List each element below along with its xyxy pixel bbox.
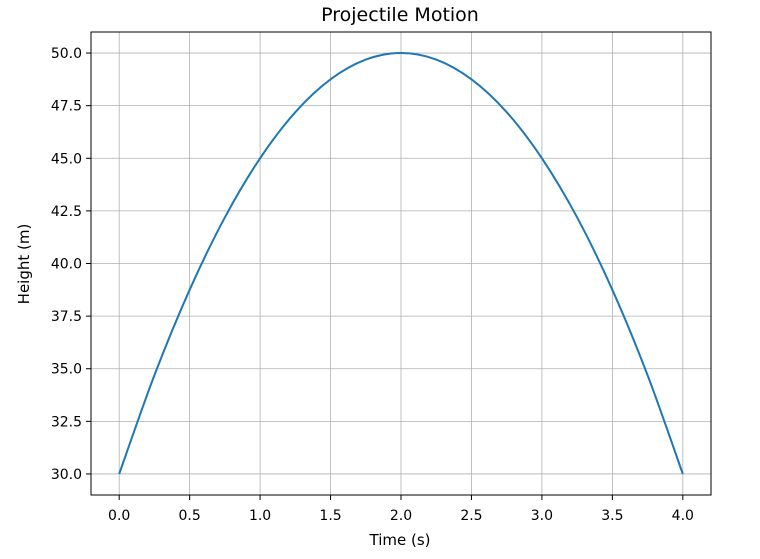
x-axis-ticks: 0.0 0.5 1.0 1.5 2.0 2.5 3.0 3.5 4.0 <box>108 495 694 524</box>
x-tick-label: 2.5 <box>460 508 482 524</box>
series-line-0 <box>118 52 684 475</box>
x-tick-label: 1.0 <box>249 508 271 524</box>
y-axis-label: Height (m) <box>15 224 33 305</box>
x-tick-label: 3.0 <box>531 508 553 524</box>
x-tick-label: 4.0 <box>672 508 694 524</box>
y-tick-label: 42.5 <box>51 204 82 220</box>
x-tick-label: 3.5 <box>601 508 623 524</box>
y-tick-label: 50.0 <box>51 46 82 62</box>
x-tick-label: 1.5 <box>319 508 341 524</box>
x-tick-label: 0.5 <box>179 508 201 524</box>
x-axis-label: Time (s) <box>369 531 431 549</box>
y-tick-label: 37.5 <box>51 309 82 325</box>
y-tick-label: 45.0 <box>51 151 82 167</box>
y-tick-label: 47.5 <box>51 99 82 115</box>
y-tick-label: 30.0 <box>51 467 82 483</box>
y-axis-ticks: 30.0 32.5 35.0 37.5 40.0 42.5 45.0 47.5 50.0 <box>51 46 91 483</box>
x-tick-label: 0.0 <box>108 508 130 524</box>
y-tick-label: 40.0 <box>51 257 82 273</box>
y-tick-label: 32.5 <box>51 414 82 430</box>
x-tick-label: 2.0 <box>390 508 412 524</box>
series-lines <box>118 52 684 475</box>
y-tick-label: 35.0 <box>51 362 82 378</box>
chart-title: Projectile Motion <box>321 4 479 26</box>
